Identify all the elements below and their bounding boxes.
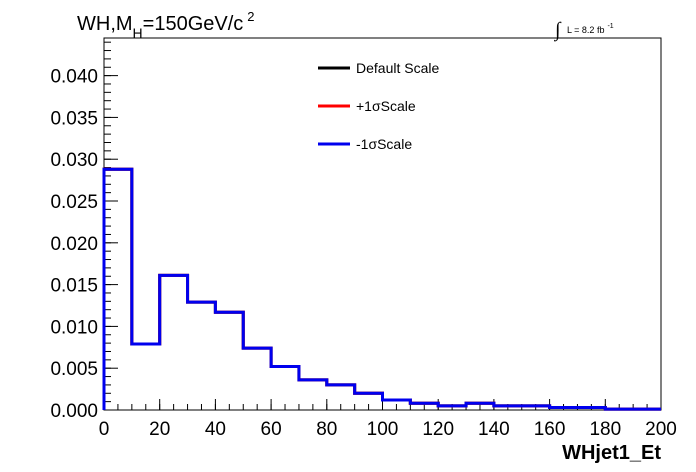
x-tick-label: 40 xyxy=(205,419,226,440)
title-main: WH,M xyxy=(77,13,133,35)
lumi-label: L = 8.2 fb -1 xyxy=(567,23,614,35)
x-tick-label: 200 xyxy=(645,419,677,440)
chart-title: WH,MH=150GeV/c 2 xyxy=(77,9,255,41)
x-tick-label: 80 xyxy=(316,419,337,440)
plot-frame xyxy=(103,37,662,411)
x-axis-label: WHjet1_Et xyxy=(562,442,661,464)
x-tick-label: 0 xyxy=(99,419,110,440)
legend-label: Default Scale xyxy=(356,60,439,76)
lumi-text: L = 8.2 fb xyxy=(567,25,604,35)
x-tick-label: 140 xyxy=(478,419,510,440)
y-tick-label: 0.000 xyxy=(50,401,98,422)
x-tick-label: 180 xyxy=(589,419,621,440)
x-tick-label: 60 xyxy=(261,419,282,440)
lumi-integral-sign: ∫ xyxy=(553,19,562,42)
legend-label: -1σScale xyxy=(356,136,412,152)
x-tick-label: 120 xyxy=(422,419,454,440)
legend: Default Scale +1σScale -1σScale xyxy=(318,60,439,152)
x-tick-label: 160 xyxy=(534,419,566,440)
title-rest: =150GeV/c xyxy=(143,13,244,35)
y-tick-label: 0.015 xyxy=(50,276,98,297)
series-layer xyxy=(102,167,661,411)
x-tick-label: 20 xyxy=(149,419,170,440)
x-axis: 0 20 40 60 80 100 120 140 160 180 200 xyxy=(99,399,677,440)
y-tick-label: 0.005 xyxy=(50,359,98,380)
lumi-superscript: -1 xyxy=(607,23,613,30)
legend-label: +1σScale xyxy=(356,98,416,114)
y-tick-label: 0.035 xyxy=(50,108,98,129)
y-axis: 0.000 0.005 0.010 0.015 0.020 0.025 0.030 0.035… xyxy=(50,41,118,422)
y-tick-label: 0.030 xyxy=(50,150,98,171)
title-subscript: H xyxy=(133,25,143,41)
series-line-3 xyxy=(102,167,661,411)
x-tick-label: 100 xyxy=(367,419,399,440)
y-tick-label: 0.010 xyxy=(50,317,98,338)
y-tick-label: 0.040 xyxy=(50,67,98,88)
y-tick-label: 0.020 xyxy=(50,234,98,255)
y-tick-label: 0.025 xyxy=(50,192,98,213)
title-superscript: 2 xyxy=(247,9,254,24)
